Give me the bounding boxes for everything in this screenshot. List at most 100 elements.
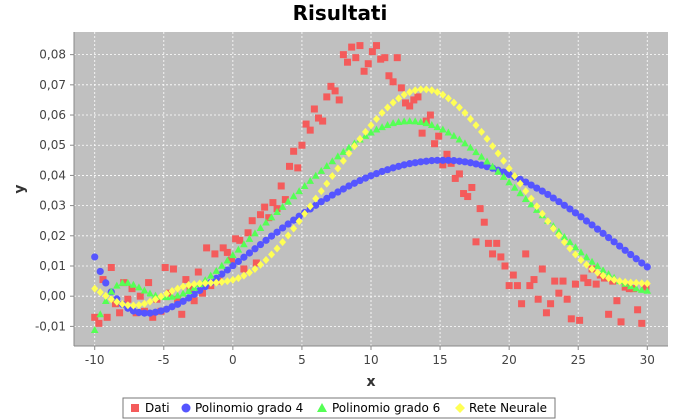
data-point xyxy=(455,157,464,165)
data-point xyxy=(460,190,468,198)
data-point xyxy=(422,157,430,165)
data-point xyxy=(319,117,327,125)
data-point xyxy=(522,178,530,186)
data-point xyxy=(290,147,298,155)
data-point xyxy=(560,201,568,209)
data-point xyxy=(327,82,335,90)
data-point xyxy=(289,192,298,200)
data-point xyxy=(140,309,149,317)
data-point xyxy=(571,209,580,217)
data-point xyxy=(505,164,513,173)
data-point xyxy=(560,238,568,247)
data-point xyxy=(273,228,281,236)
data-point xyxy=(339,147,348,155)
data-point xyxy=(450,98,458,107)
data-point xyxy=(643,279,651,288)
data-point xyxy=(96,267,104,276)
data-point xyxy=(510,183,519,191)
data-point xyxy=(637,285,646,293)
data-point xyxy=(184,287,193,295)
data-point xyxy=(555,289,563,297)
data-point xyxy=(406,160,414,168)
data-point xyxy=(218,277,226,286)
data-point xyxy=(194,268,202,276)
data-point xyxy=(427,120,436,128)
data-point xyxy=(544,217,552,226)
data-point xyxy=(95,319,103,327)
data-point xyxy=(377,55,385,63)
data-point xyxy=(267,232,276,240)
data-point xyxy=(229,251,237,259)
data-point xyxy=(262,236,270,244)
data-point xyxy=(431,140,439,148)
data-point xyxy=(464,193,472,201)
data-point xyxy=(461,158,469,166)
data-point xyxy=(381,54,389,62)
data-point xyxy=(534,295,542,303)
data-point xyxy=(418,129,426,137)
data-point xyxy=(174,300,182,308)
data-point xyxy=(295,187,303,195)
data-point xyxy=(251,229,259,237)
data-point xyxy=(302,120,310,128)
data-point xyxy=(466,114,474,123)
data-point xyxy=(433,123,442,131)
data-point xyxy=(315,114,323,122)
data-point xyxy=(129,280,138,288)
data-point xyxy=(146,289,154,297)
x-tick-label: 0 xyxy=(229,353,237,367)
data-point xyxy=(613,297,621,305)
data-point xyxy=(588,257,596,265)
data-point xyxy=(638,259,646,267)
data-point xyxy=(215,277,223,285)
data-point xyxy=(185,294,193,302)
data-point xyxy=(394,117,403,125)
data-point xyxy=(196,279,204,288)
data-point xyxy=(350,142,358,151)
data-point xyxy=(278,202,287,210)
data-point xyxy=(426,111,434,119)
data-point xyxy=(149,313,157,321)
data-point xyxy=(530,276,538,284)
data-point xyxy=(466,143,475,151)
data-point xyxy=(345,143,353,151)
data-point xyxy=(389,78,397,86)
data-point xyxy=(638,279,646,288)
data-point xyxy=(393,54,401,62)
data-point xyxy=(383,120,392,128)
data-point xyxy=(484,239,492,247)
data-point xyxy=(477,161,486,169)
data-point xyxy=(411,86,419,95)
data-point xyxy=(538,209,546,218)
data-point xyxy=(102,279,110,287)
data-point xyxy=(642,283,650,291)
data-point xyxy=(599,266,607,274)
data-point xyxy=(206,271,215,279)
data-point xyxy=(406,102,414,110)
data-point xyxy=(328,191,336,199)
data-point xyxy=(555,227,563,235)
data-point xyxy=(218,261,226,269)
data-point xyxy=(428,157,436,165)
data-point xyxy=(576,316,584,324)
data-point xyxy=(580,274,588,282)
data-point xyxy=(378,108,386,117)
data-point xyxy=(223,266,231,274)
data-point xyxy=(252,259,260,267)
data-point xyxy=(389,164,397,172)
data-point xyxy=(400,161,408,169)
data-point xyxy=(547,300,555,308)
data-point xyxy=(373,42,381,50)
data-point xyxy=(588,221,596,229)
data-point xyxy=(577,255,585,264)
data-point xyxy=(582,217,591,225)
data-point xyxy=(350,179,359,187)
data-point xyxy=(339,156,347,165)
x-tick-label: 20 xyxy=(501,353,516,367)
data-point xyxy=(364,60,372,68)
data-point xyxy=(592,280,600,288)
data-point xyxy=(361,174,370,182)
data-point xyxy=(480,218,488,226)
data-point xyxy=(152,295,160,304)
data-point xyxy=(466,159,475,167)
